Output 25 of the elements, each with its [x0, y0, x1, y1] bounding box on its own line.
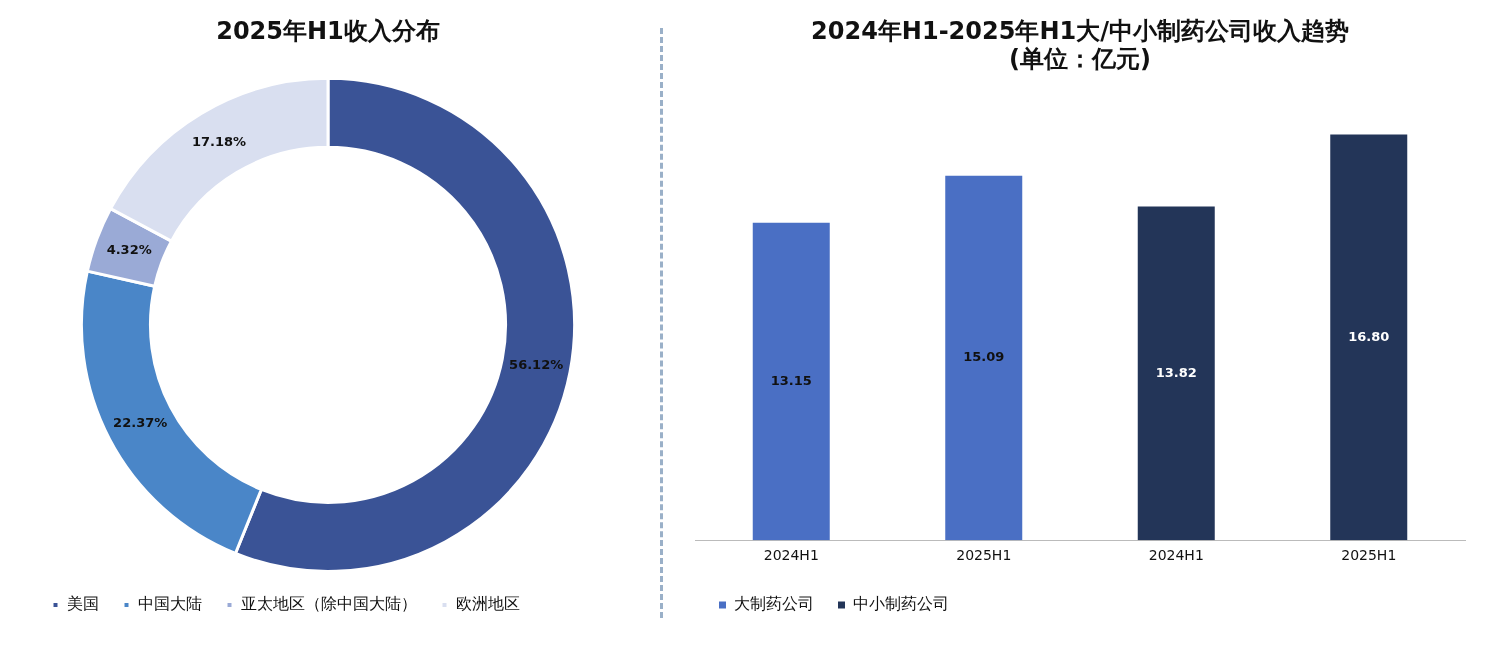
legend-label: 中国大陆: [138, 594, 202, 614]
data-label: 15.09: [963, 349, 1005, 365]
bar: [945, 175, 1023, 541]
data-label: 13.82: [1155, 364, 1197, 380]
legend-label: 中小制药公司: [853, 594, 949, 614]
legend-label: 亚太地区（除中国大陆）: [241, 594, 417, 614]
x-tick-label: 2025H1: [956, 547, 1012, 564]
legend-label: 美国: [67, 594, 99, 614]
chart-subtitle: (单位：亿元): [1009, 45, 1151, 74]
x-tick-label: 2024H1: [763, 547, 819, 564]
data-label: 4.32%: [106, 242, 152, 258]
x-tick-label: 2025H1: [1341, 547, 1397, 564]
x-tick-label: 2024H1: [1148, 547, 1204, 564]
data-label: 22.37%: [113, 414, 168, 430]
legend-label: 欧洲地区: [456, 594, 520, 614]
bar: [752, 222, 830, 541]
bar: [1137, 206, 1215, 541]
data-label: 13.15: [770, 372, 812, 388]
data-label: 56.12%: [509, 356, 564, 372]
chart-title: 2024年H1-2025年H1大/中小制药公司收入趋势: [811, 16, 1349, 45]
data-label: 17.18%: [191, 134, 247, 150]
chart-title: 2025年H1收入分布: [216, 16, 440, 45]
bar: [1330, 134, 1408, 541]
legend-label: 大制药公司: [734, 594, 814, 614]
data-label: 16.80: [1348, 328, 1390, 344]
